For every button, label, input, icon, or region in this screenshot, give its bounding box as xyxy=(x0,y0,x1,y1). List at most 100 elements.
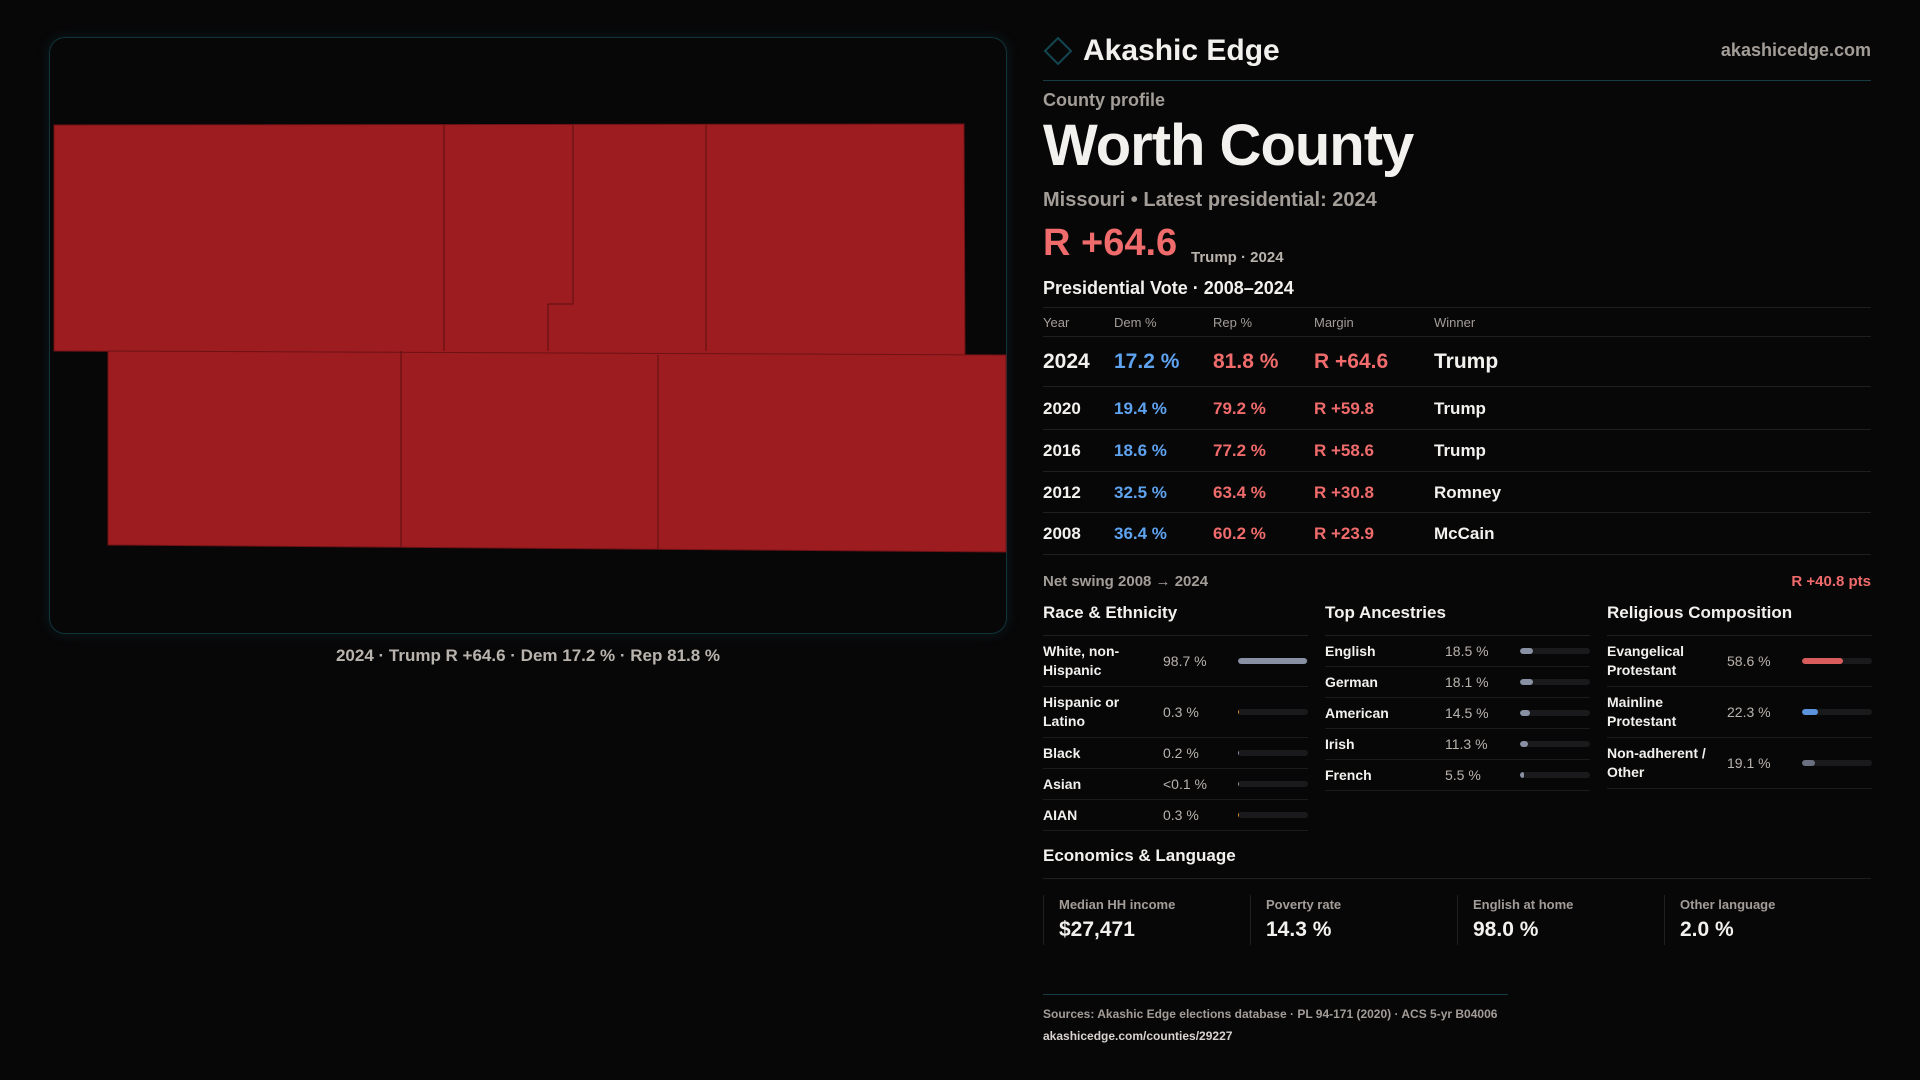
race-title: Race & Ethnicity xyxy=(1043,603,1308,636)
vote-row: 2008 36.4 % 60.2 % R +23.9 McCain xyxy=(1043,513,1871,555)
race-section: Race & Ethnicity White, non-Hispanic 98.7 … xyxy=(1043,603,1308,831)
vote-dem: 36.4 % xyxy=(1114,524,1167,544)
item-bar xyxy=(1238,812,1308,818)
item-value: 14.5 % xyxy=(1445,705,1489,721)
list-item: Non-adherent / Other 19.1 % xyxy=(1607,738,1872,789)
list-item: White, non-Hispanic 98.7 % xyxy=(1043,636,1308,687)
vote-rep: 79.2 % xyxy=(1213,398,1266,418)
item-bar xyxy=(1520,772,1590,778)
brand-logo[interactable]: Akashic Edge xyxy=(1043,34,1280,68)
vote-dem: 18.6 % xyxy=(1114,441,1167,461)
item-bar xyxy=(1520,710,1590,716)
stat-income: Median HH income $27,471 xyxy=(1043,895,1250,945)
item-bar xyxy=(1802,709,1872,715)
brand-name: Akashic Edge xyxy=(1083,34,1280,67)
vote-row: 2020 19.4 % 79.2 % R +59.8 Trump xyxy=(1043,387,1871,430)
profile-label: County profile xyxy=(1043,90,1165,110)
item-value: 18.5 % xyxy=(1445,643,1489,659)
vote-margin: R +58.6 xyxy=(1314,441,1375,461)
vote-row: 2016 18.6 % 77.2 % R +58.6 Trump xyxy=(1043,430,1871,472)
vote-rep: 60.2 % xyxy=(1213,524,1266,544)
item-bar xyxy=(1238,658,1308,664)
stat-value: 14.3 % xyxy=(1266,918,1332,941)
economics-title: Economics & Language xyxy=(1043,846,1871,879)
net-swing-value: R +40.8 pts xyxy=(1791,573,1871,590)
stat-label: Other language xyxy=(1680,897,1776,912)
vote-year: 2016 xyxy=(1043,441,1081,461)
vote-winner: Trump xyxy=(1434,349,1499,373)
sources: Sources: Akashic Edge elections database… xyxy=(1043,994,1508,1043)
religion-section: Religious Composition Evangelical Protest… xyxy=(1607,603,1872,789)
diamond-logo-icon xyxy=(1043,36,1073,66)
list-item: Hispanic or Latino 0.3 % xyxy=(1043,687,1308,738)
stat-value: 98.0 % xyxy=(1473,918,1539,941)
header-rep: Rep % xyxy=(1213,315,1253,330)
item-value: 22.3 % xyxy=(1727,704,1771,720)
item-value: <0.1 % xyxy=(1163,776,1207,792)
net-swing-label: Net swing 2008 → 2024 xyxy=(1043,573,1209,590)
vote-year: 2024 xyxy=(1043,349,1090,373)
vote-table-header: Year Dem % Rep % Margin Winner xyxy=(1043,307,1871,337)
ancestry-section: Top Ancestries English 18.5 % German 18.1 % A… xyxy=(1325,603,1590,791)
religion-title: Religious Composition xyxy=(1607,603,1872,636)
vote-row: 2012 32.5 % 63.4 % R +30.8 Romney xyxy=(1043,472,1871,513)
vote-row: 2024 17.2 % 81.8 % R +64.6 Trump xyxy=(1043,337,1871,387)
item-bar xyxy=(1802,658,1872,664)
vote-dem: 19.4 % xyxy=(1114,398,1167,418)
vote-winner: Trump xyxy=(1434,398,1486,418)
item-bar xyxy=(1802,760,1872,766)
vote-winner: Romney xyxy=(1434,482,1502,502)
county-map[interactable] xyxy=(49,37,1007,634)
list-item: Mainline Protestant 22.3 % xyxy=(1607,687,1872,738)
item-bar xyxy=(1520,679,1590,685)
item-label: Evangelical Protestant xyxy=(1607,643,1685,678)
item-value: 0.3 % xyxy=(1163,807,1199,823)
item-label: Black xyxy=(1043,744,1081,761)
header-year: Year xyxy=(1043,315,1070,330)
stat-english: English at home 98.0 % xyxy=(1457,895,1664,945)
item-bar xyxy=(1238,709,1308,715)
vote-margin: R +64.6 xyxy=(1314,349,1389,373)
item-label: White, non-Hispanic xyxy=(1043,643,1120,678)
item-bar xyxy=(1238,750,1308,756)
header-margin: Margin xyxy=(1314,315,1354,330)
item-label: Hispanic or Latino xyxy=(1043,694,1120,729)
item-label: Irish xyxy=(1325,735,1355,752)
list-item: German 18.1 % xyxy=(1325,667,1590,698)
header-dem: Dem % xyxy=(1114,315,1157,330)
stat-label: Median HH income xyxy=(1059,897,1176,912)
item-value: 0.2 % xyxy=(1163,745,1199,761)
sources-text: Sources: Akashic Edge elections database… xyxy=(1043,1007,1498,1021)
vote-winner: McCain xyxy=(1434,524,1495,544)
vote-dem: 17.2 % xyxy=(1114,349,1180,373)
item-value: 5.5 % xyxy=(1445,767,1481,783)
list-item: Asian <0.1 % xyxy=(1043,769,1308,800)
sources-url[interactable]: akashicedge.com/counties/29227 xyxy=(1043,1029,1233,1043)
item-bar xyxy=(1238,781,1308,787)
vote-year: 2012 xyxy=(1043,482,1081,502)
item-value: 19.1 % xyxy=(1727,755,1771,771)
stat-label: English at home xyxy=(1473,897,1574,912)
item-value: 18.1 % xyxy=(1445,674,1489,690)
headline-winner: Trump · 2024 xyxy=(1191,249,1284,266)
site-link[interactable]: akashicedge.com xyxy=(1720,40,1871,60)
vote-rep: 77.2 % xyxy=(1213,441,1266,461)
page-title: Worth County xyxy=(1043,113,1414,178)
map-caption: 2024 · Trump R +64.6 · Dem 17.2 % · Rep … xyxy=(335,646,721,665)
item-value: 98.7 % xyxy=(1163,653,1207,669)
item-label: Mainline Protestant xyxy=(1607,694,1677,729)
precinct-north xyxy=(53,123,966,356)
item-label: French xyxy=(1325,766,1372,783)
list-item: French 5.5 % xyxy=(1325,760,1590,791)
county-subtitle: Missouri • Latest presidential: 2024 xyxy=(1043,189,1377,211)
vote-year: 2008 xyxy=(1043,524,1081,544)
vote-winner: Trump xyxy=(1434,441,1486,461)
header-winner: Winner xyxy=(1434,315,1476,330)
item-value: 11.3 % xyxy=(1445,736,1488,752)
list-item: AIAN 0.3 % xyxy=(1043,800,1308,831)
stat-label: Poverty rate xyxy=(1266,897,1342,912)
vote-margin: R +23.9 xyxy=(1314,524,1375,544)
vote-table-title: Presidential Vote · 2008–2024 xyxy=(1043,278,1294,298)
header-divider xyxy=(1043,80,1871,81)
list-item: Black 0.2 % xyxy=(1043,738,1308,769)
